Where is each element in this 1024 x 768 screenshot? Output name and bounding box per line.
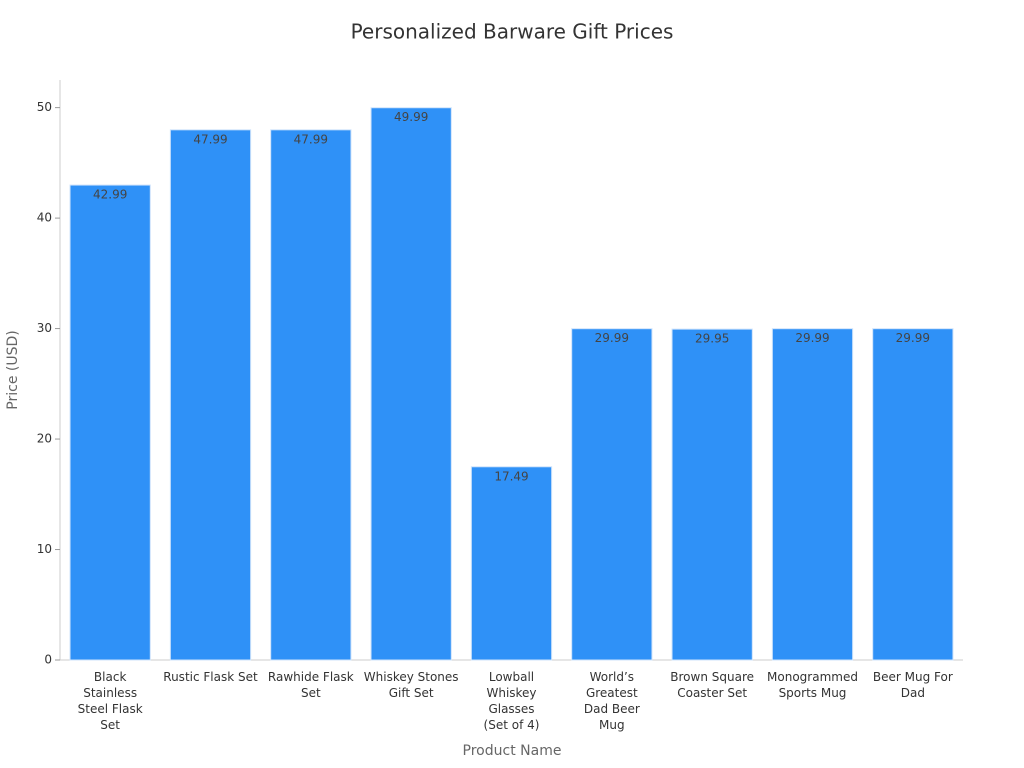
x-tick-label: Rustic Flask Set bbox=[163, 670, 258, 684]
value-label: 49.99 bbox=[394, 110, 428, 124]
x-tick-label: Rawhide Flask Set bbox=[267, 670, 354, 700]
y-tick-label: 20 bbox=[37, 432, 52, 446]
bar bbox=[169, 129, 252, 661]
value-label: 29.99 bbox=[896, 331, 930, 345]
x-tick-label: Beer Mug For Dad bbox=[872, 670, 953, 700]
bar bbox=[771, 328, 854, 661]
value-label: 29.95 bbox=[695, 332, 729, 346]
x-axis-title: Product Name bbox=[463, 743, 562, 759]
x-tick-label: Monogrammed Sports Mug bbox=[767, 670, 858, 700]
x-tick-label: Brown Square Coaster Set bbox=[670, 670, 755, 700]
value-label: 29.99 bbox=[595, 331, 629, 345]
y-tick-label: 10 bbox=[37, 542, 52, 556]
y-tick-label: 50 bbox=[37, 100, 52, 114]
y-axis-title: Price (USD) bbox=[5, 330, 21, 409]
y-tick-label: 30 bbox=[37, 321, 52, 335]
bar bbox=[671, 328, 753, 661]
bar bbox=[270, 129, 352, 661]
chart-title: Personalized Barware Gift Prices bbox=[351, 20, 674, 44]
x-tick-label: Whiskey Stones Gift Set bbox=[363, 670, 459, 700]
bar bbox=[571, 328, 653, 661]
value-label: 47.99 bbox=[193, 132, 227, 146]
x-tick-label: World’s Greatest Dad Beer Mug bbox=[583, 670, 640, 732]
bar bbox=[872, 328, 954, 661]
bar bbox=[370, 107, 452, 661]
value-label: 17.49 bbox=[494, 469, 528, 483]
value-label: 29.99 bbox=[795, 331, 829, 345]
y-tick-label: 0 bbox=[44, 653, 52, 667]
value-label: 42.99 bbox=[93, 188, 127, 202]
value-label: 47.99 bbox=[294, 132, 328, 146]
y-tick-label: 40 bbox=[37, 211, 52, 225]
bar bbox=[69, 184, 151, 661]
x-tick-label: Lowball Whiskey Glasses (Set of 4) bbox=[483, 670, 540, 732]
bar bbox=[470, 466, 553, 661]
x-tick-label: Black Stainless Steel Flask Set bbox=[77, 670, 143, 732]
